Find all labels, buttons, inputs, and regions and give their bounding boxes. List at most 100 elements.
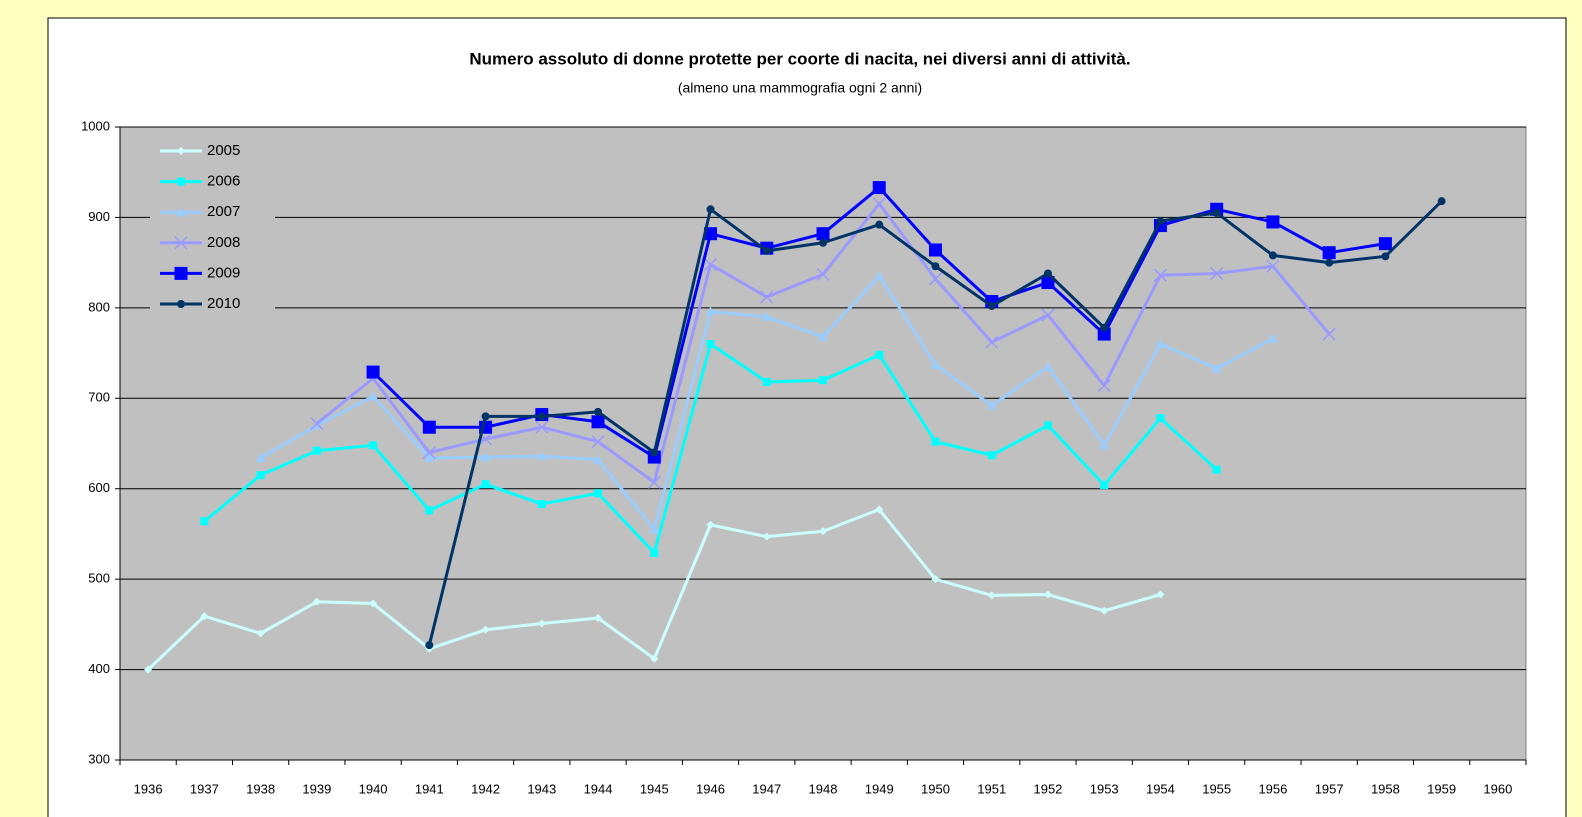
marker [200, 517, 209, 526]
marker [1437, 197, 1446, 206]
marker [760, 290, 774, 304]
x-tick-label: 1937 [190, 781, 219, 796]
marker [312, 446, 321, 455]
legend-label: 2006 [207, 173, 240, 190]
marker [874, 271, 885, 281]
marker [1156, 414, 1165, 423]
marker [1097, 379, 1111, 393]
series [310, 197, 1336, 489]
chart-subtitle: (almeno una mammografia ogni 2 anni) [678, 80, 922, 96]
marker [425, 506, 434, 515]
y-tick-label: 900 [88, 209, 110, 224]
marker [366, 365, 380, 379]
marker [818, 331, 828, 341]
marker [819, 376, 827, 385]
marker [537, 619, 546, 628]
x-tick-label: 1946 [696, 781, 725, 796]
marker [369, 441, 378, 450]
marker [1322, 327, 1336, 341]
marker [987, 451, 996, 460]
marker [1381, 252, 1390, 261]
marker [649, 524, 660, 534]
marker [706, 205, 715, 214]
legend-label: 2007 [207, 203, 240, 220]
x-tick-label: 1942 [471, 781, 500, 796]
legend-box [150, 135, 275, 319]
marker [536, 451, 547, 461]
legend-label: 2005 [207, 142, 240, 159]
marker [650, 548, 659, 557]
legend-label: 2009 [207, 264, 240, 281]
marker [480, 452, 491, 462]
y-tick-label: 300 [88, 751, 110, 766]
marker [931, 575, 940, 584]
marker [369, 599, 378, 608]
marker [761, 311, 772, 321]
marker [704, 227, 718, 241]
marker [176, 207, 186, 217]
plot-area [119, 126, 1527, 761]
marker [424, 452, 435, 462]
x-tick-label: 1941 [415, 781, 444, 796]
x-tick-label: 1955 [1202, 781, 1231, 796]
marker [819, 238, 827, 247]
marker [368, 391, 379, 401]
legend-label: 2008 [207, 234, 240, 251]
marker [591, 415, 605, 429]
x-tick-label: 1948 [809, 781, 838, 796]
marker [256, 629, 265, 638]
marker [703, 257, 718, 271]
x-tick-label: 1954 [1146, 781, 1175, 796]
marker [594, 407, 603, 416]
marker [985, 335, 999, 349]
x-tick-label: 1945 [640, 781, 669, 796]
x-tick-label: 1939 [302, 781, 331, 796]
marker [594, 489, 603, 498]
series [425, 197, 1446, 650]
series [255, 271, 1278, 534]
marker [1266, 259, 1280, 273]
marker [1043, 590, 1052, 599]
marker [928, 243, 942, 257]
marker [1100, 481, 1109, 490]
marker [481, 480, 490, 489]
x-tick-label: 1951 [977, 781, 1006, 796]
marker [1153, 268, 1167, 282]
marker [706, 340, 715, 349]
marker [425, 641, 434, 650]
marker [1100, 606, 1109, 615]
chart-title: Numero assoluto di donne protette per co… [469, 49, 1130, 68]
series [200, 340, 1221, 557]
marker [1378, 237, 1392, 251]
marker [872, 181, 886, 195]
x-tick-label: 1938 [246, 781, 275, 796]
x-tick-label: 1959 [1427, 781, 1456, 796]
y-tick-label: 400 [88, 661, 110, 676]
marker [650, 448, 659, 457]
marker [174, 236, 188, 250]
x-tick-label: 1958 [1371, 781, 1400, 796]
marker [931, 262, 940, 271]
x-tick-label: 1956 [1258, 781, 1287, 796]
x-tick-label: 1940 [359, 781, 388, 796]
marker [1155, 339, 1166, 349]
marker [422, 446, 436, 460]
x-tick-label: 1960 [1483, 781, 1512, 796]
marker [535, 420, 549, 434]
y-tick-label: 700 [88, 390, 110, 405]
marker [1043, 269, 1052, 278]
marker [987, 591, 996, 600]
marker [1322, 246, 1336, 260]
x-tick-label: 1953 [1090, 781, 1119, 796]
marker [593, 454, 604, 464]
marker [174, 266, 188, 280]
marker [1100, 323, 1109, 332]
marker [987, 302, 996, 311]
marker [819, 527, 827, 536]
marker [144, 665, 153, 674]
marker [1212, 208, 1221, 217]
marker [1266, 215, 1280, 229]
marker [1156, 590, 1165, 599]
marker [537, 412, 546, 421]
